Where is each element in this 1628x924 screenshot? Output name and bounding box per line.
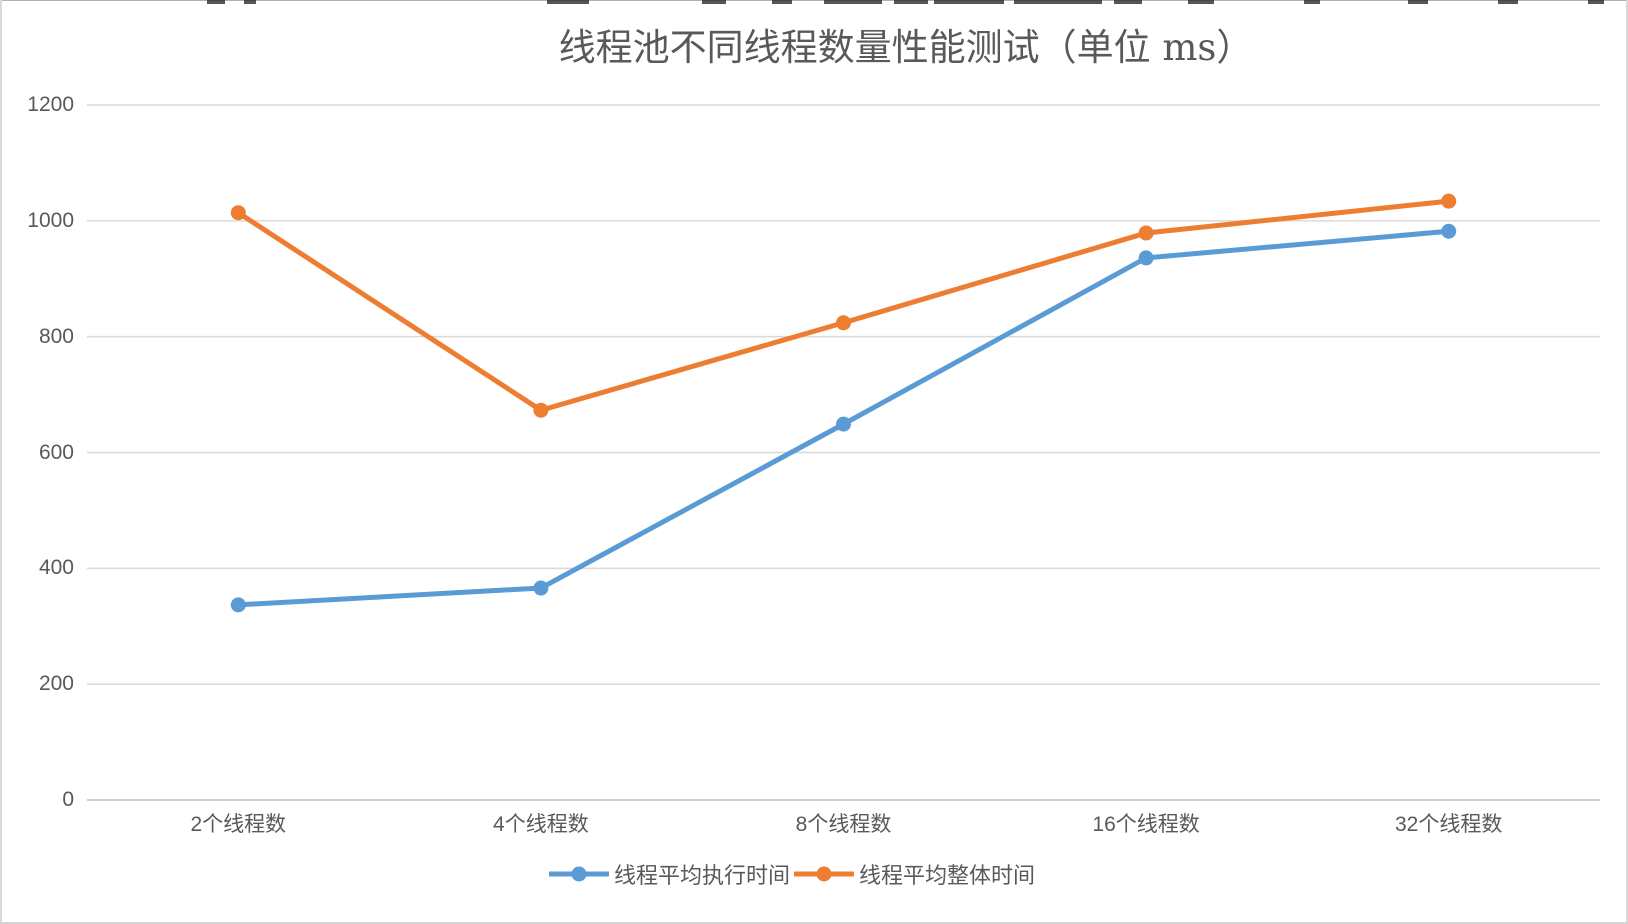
data-point-marker [1441,193,1457,209]
y-tick-label: 0 [62,788,74,811]
legend-label: 线程平均执行时间 [613,863,790,888]
data-point-marker [1138,225,1154,241]
cropped-text-mark [1014,0,1102,4]
data-point-marker [1441,223,1457,239]
data-point-marker [230,597,246,613]
cropped-text-mark [702,0,726,4]
legend-marker-icon [794,866,854,882]
y-tick-label: 600 [38,440,74,464]
legend-item: 线程平均整体时间 [794,858,1035,890]
x-tick-label: 32个线程数 [1395,813,1503,836]
series-line [235,198,1452,413]
cropped-text-mark [244,0,256,4]
y-tick-label: 1000 [27,208,74,232]
chart-legend: 线程平均执行时间 线程平均整体时间 [548,858,1035,890]
y-tick-label: 1200 [27,93,74,116]
y-tick-label: 200 [38,672,74,696]
data-point-marker [1138,250,1154,266]
cropped-text-mark [1588,0,1604,4]
y-tick-label: 800 [38,324,74,348]
data-point-marker [533,580,549,596]
data-point-marker [230,205,246,221]
series-line [235,228,1452,608]
legend-item: 线程平均执行时间 [548,858,790,890]
x-tick-label: 16个线程数 [1092,813,1200,836]
x-tick-label: 2个线程数 [190,813,287,836]
cropped-text-mark [894,0,928,4]
cropped-text-mark [1188,0,1214,4]
cropped-text-mark [547,0,589,4]
cropped-text-mark [1408,0,1428,4]
cropped-text-remnant [2,0,1626,6]
legend-marker-icon [548,866,609,882]
x-tick-label: 4个线程数 [493,813,589,836]
data-point-marker [836,315,851,331]
y-tick-label: 400 [38,556,74,580]
cropped-text-mark [1114,0,1142,4]
top-hairline [2,0,1626,1]
cropped-text-mark [934,0,1004,4]
cropped-text-mark [772,0,792,4]
cropped-text-mark [1498,0,1518,4]
legend-label: 线程平均整体时间 [859,863,1036,888]
cropped-text-mark [824,0,882,4]
cropped-text-mark [1304,0,1320,4]
cropped-text-mark [207,0,225,4]
data-point-marker [533,402,549,418]
x-tick-label: 8个线程数 [795,813,892,836]
data-point-marker [836,416,851,432]
chart-title: 线程池不同线程数量性能测试（单位 ms） [558,26,1254,69]
